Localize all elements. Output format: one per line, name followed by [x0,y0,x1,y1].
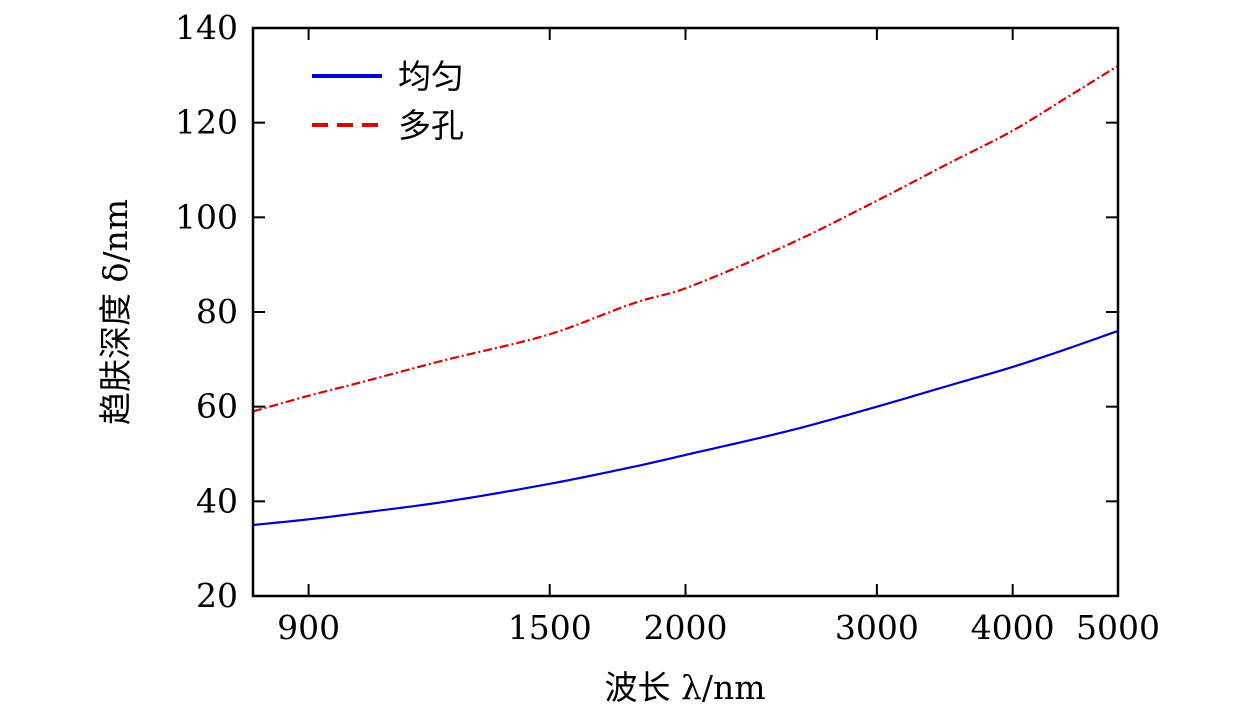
y-tick-label: 60 [196,387,238,426]
y-tick-label: 140 [175,8,238,47]
x-tick-label: 1500 [508,608,592,647]
legend: 均匀 多孔 [312,57,464,145]
series-layer [252,64,1119,527]
y-tick-label: 80 [196,292,238,331]
y-tick-label: 20 [196,576,238,615]
x-tick-label: 2000 [644,608,728,647]
y-tick-label: 40 [196,481,238,520]
legend-label-uniform: 均匀 [398,57,464,96]
series-line-uniform [252,329,1119,527]
x-tick-label: 5000 [1076,608,1160,647]
x-tick-label: 3000 [835,608,919,647]
y-axis-label: 趋肤深度 δ/nm [96,199,135,425]
tick-labels-layer: 20 40 60 80 100 120 140 900 1500 2000 3000 4000 5000 [175,8,1160,647]
y-tick-label: 120 [175,103,238,142]
ticks-layer [253,27,1119,597]
x-tick-label: 4000 [971,608,1055,647]
y-tick-label: 100 [175,197,238,236]
series-line-porous [252,64,1119,413]
x-axis-label: 波长 λ/nm [604,668,765,707]
x-tick-label: 900 [277,608,340,647]
legend-label-porous: 多孔 [398,106,464,145]
